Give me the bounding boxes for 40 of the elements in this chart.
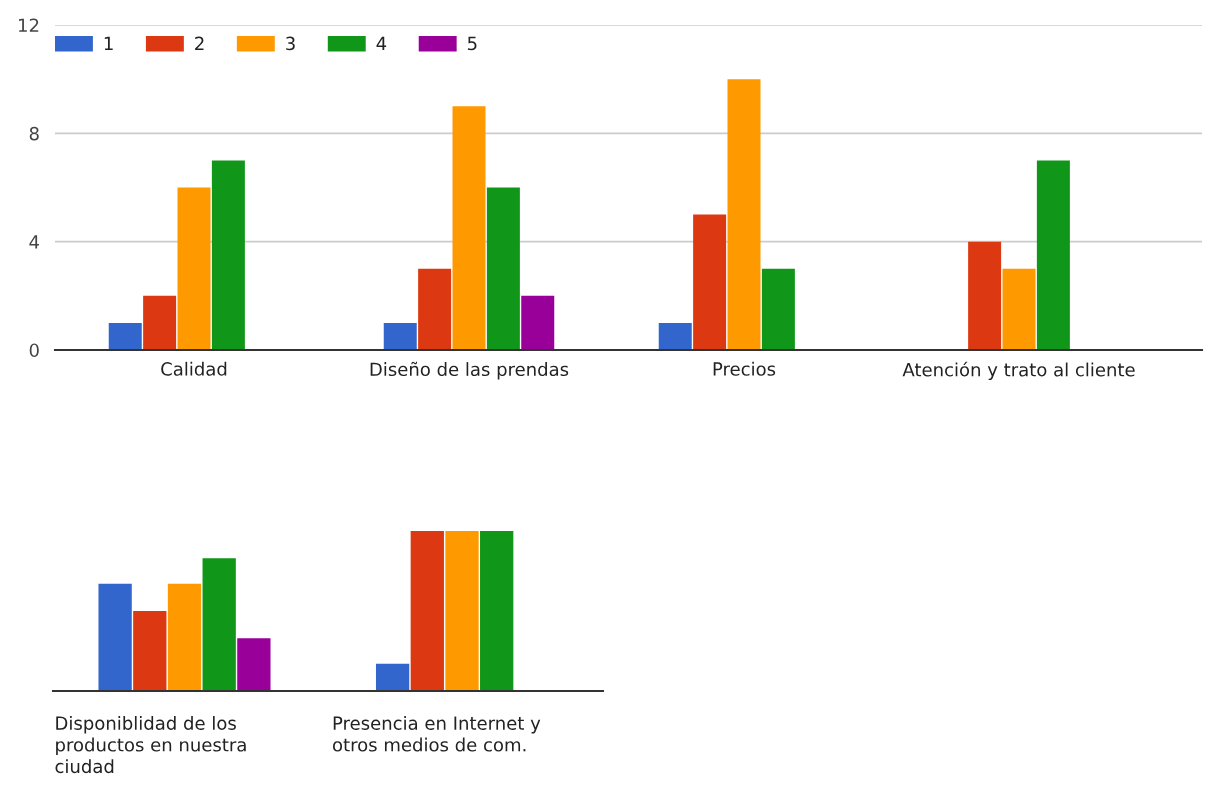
bar xyxy=(167,583,202,691)
x-tick-label: Disponiblidad de los productos en nuestra ciudad xyxy=(55,716,246,774)
x-tick-label: Presencia en Internet y otros medios de com. xyxy=(333,716,541,752)
bar xyxy=(418,268,452,350)
legend-label: 3 xyxy=(286,36,295,51)
bar xyxy=(410,531,444,691)
bar xyxy=(452,106,486,350)
bar xyxy=(143,295,177,350)
bar xyxy=(693,214,727,350)
bar xyxy=(1036,160,1070,350)
legend-label: 4 xyxy=(376,36,387,50)
y-tick-label: 4 xyxy=(29,235,39,249)
y-tick-label: 12 xyxy=(19,18,39,32)
legend-label: 2 xyxy=(195,36,204,50)
bar xyxy=(383,322,417,350)
bar xyxy=(658,322,692,350)
x-tick-label: Atención y trato al cliente xyxy=(902,361,1135,380)
bar xyxy=(761,268,795,350)
bar xyxy=(1002,268,1036,350)
bar xyxy=(98,583,132,691)
bar xyxy=(133,611,167,691)
bar xyxy=(237,638,271,691)
legend-label: 1 xyxy=(104,36,113,50)
legend-label: 5 xyxy=(467,36,477,51)
x-tick-label: Diseño de las prendas xyxy=(370,361,569,380)
y-tick-label: 0 xyxy=(29,343,39,358)
bar xyxy=(521,295,555,350)
bar xyxy=(211,160,245,350)
bar xyxy=(727,79,761,350)
bar xyxy=(177,187,211,350)
bar xyxy=(968,241,1002,350)
bar xyxy=(480,531,514,691)
x-tick-label: Precios xyxy=(713,361,776,376)
x-tick-label: Calidad xyxy=(161,361,227,376)
bar xyxy=(445,531,479,691)
bar xyxy=(108,322,142,350)
bar xyxy=(486,187,520,350)
bar xyxy=(375,663,410,691)
bar xyxy=(202,558,236,691)
y-tick-label: 8 xyxy=(29,126,39,141)
